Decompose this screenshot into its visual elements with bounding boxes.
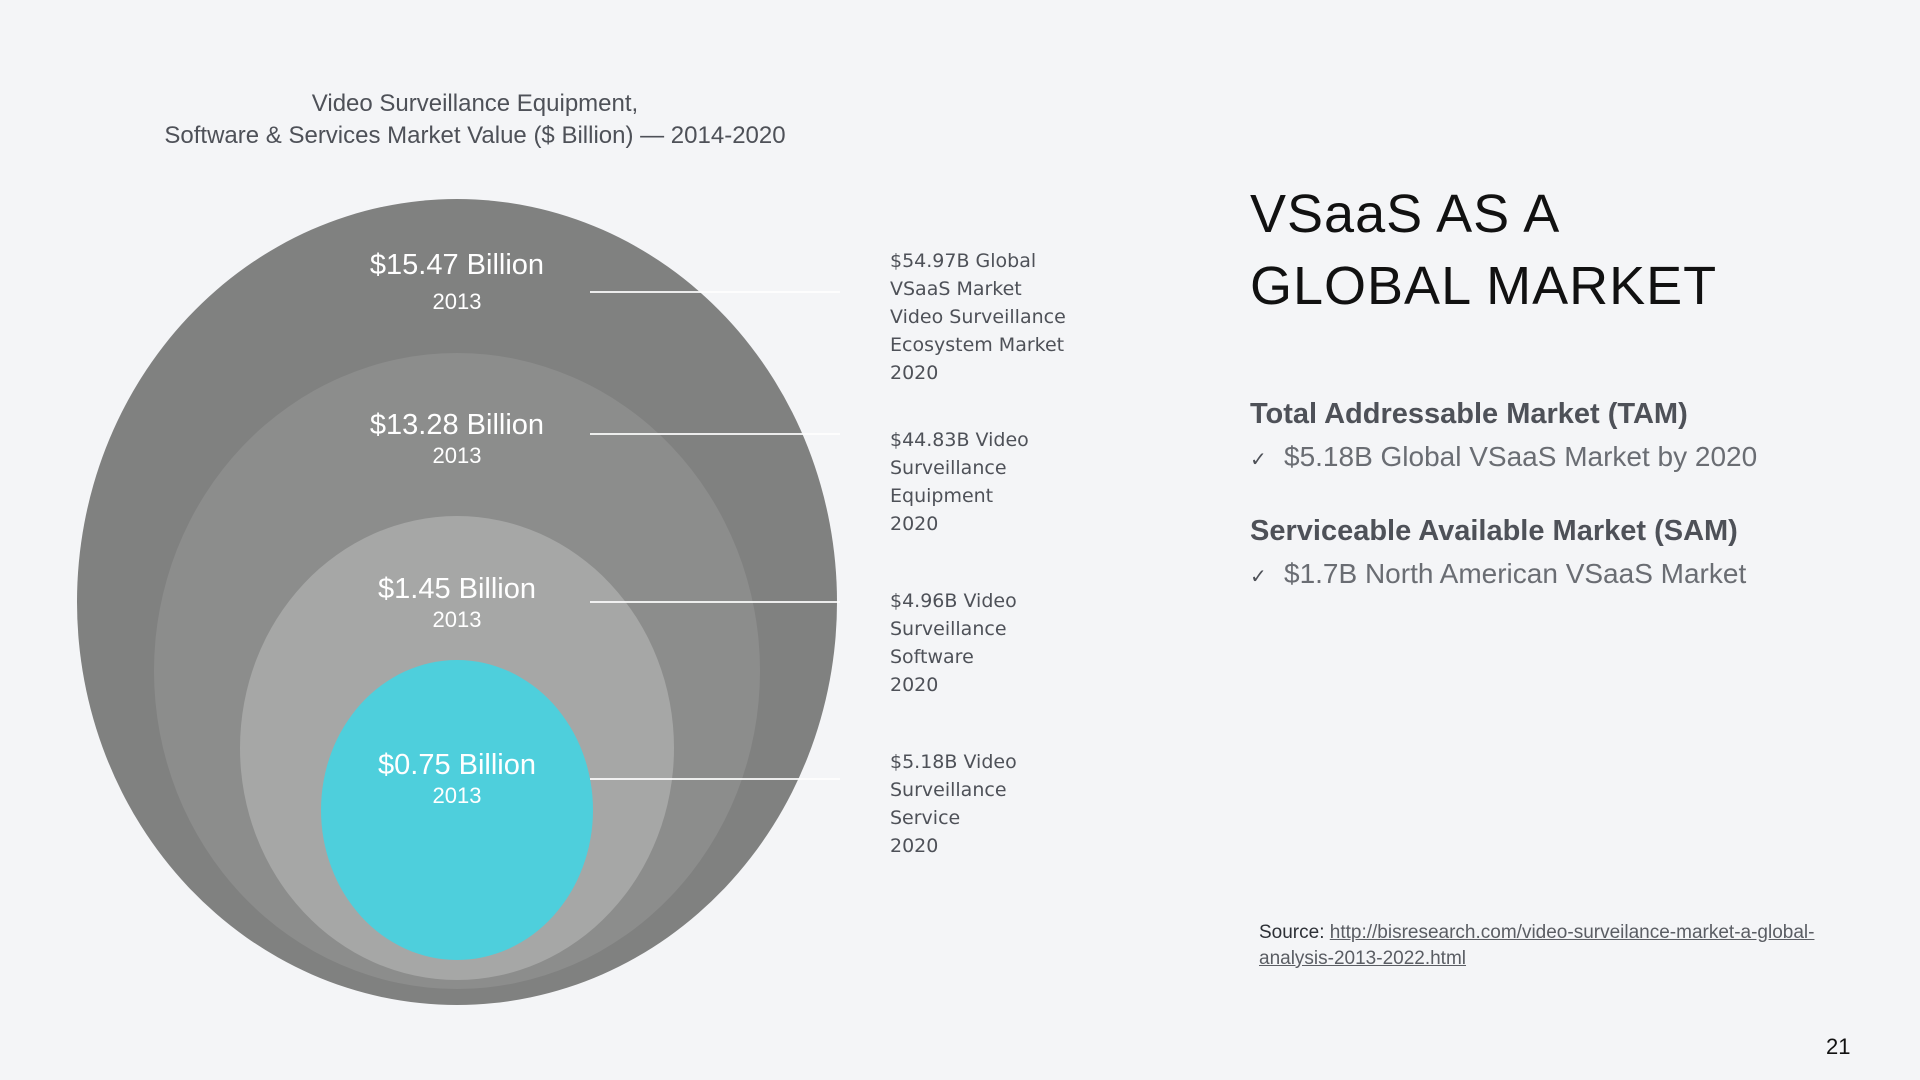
ring-value: $15.47 Billion [369,249,545,281]
ring-label-equipment: $13.28 Billion 2013 [307,408,607,470]
callout-line: Surveillance [890,779,1007,801]
callout-line: Equipment [890,485,994,507]
callout-line: 2020 [890,513,939,535]
callout-line: Surveillance [890,618,1007,640]
callout-line: Surveillance [890,457,1007,479]
chart-title: Video Surveillance Equipment, Software &… [100,88,850,152]
ring-year: 2013 [432,607,482,632]
callout-line: $5.18B Video [890,751,1017,773]
ring-year: 2013 [432,289,482,314]
chart-title-line1: Video Surveillance Equipment, [311,90,639,117]
callout-equipment: $44.83B Video Surveillance Equipment 202… [890,426,1130,538]
ring-label-service: $0.75 Billion 2013 [307,748,607,810]
ring-value: $1.45 Billion [378,573,536,605]
tam-item-text: $5.18B Global VSaaS Market by 2020 [1284,441,1758,472]
callout-line: $4.96B Video [890,590,1017,612]
ring-value: $0.75 Billion [378,749,536,781]
source-url-line2[interactable]: analysis-2013-2022.html [1259,948,1467,969]
tam-item: ✓ $5.18B Global VSaaS Market by 2020 [1250,436,1757,481]
slide-title: VSaaS AS A GLOBAL MARKET [1250,178,1717,322]
ring-value: $13.28 Billion [369,409,545,441]
sam-section: Serviceable Available Market (SAM) ✓ $1.7… [1250,511,1746,598]
callout-line: VSaaS Market [890,278,1022,300]
check-icon: ✓ [1250,449,1267,471]
sam-item: ✓ $1.7B North American VSaaS Market [1250,553,1746,598]
tam-heading: Total Addressable Market (TAM) [1250,398,1688,430]
ring-year: 2013 [432,783,482,808]
source-link[interactable]: http://bisresearch.com/video-surveilance… [1259,922,1814,969]
callout-line: Service [890,807,961,829]
callout-service: $5.18B Video Surveillance Service 2020 [890,748,1130,860]
callout-line: $54.97B Global [890,250,1037,272]
callout-line: Software [890,646,974,668]
callout-software: $4.96B Video Surveillance Software 2020 [890,587,1130,699]
callout-ecosystem: $54.97B Global VSaaS Market Video Survei… [890,247,1130,387]
callout-line: Video Surveillance [890,306,1066,328]
sam-heading: Serviceable Available Market (SAM) [1250,515,1738,547]
callout-line: 2020 [890,362,939,384]
slide-title-line2: GLOBAL MARKET [1250,256,1718,316]
tam-section: Total Addressable Market (TAM) ✓ $5.18B G… [1250,394,1757,481]
chart-title-line2: Software & Services Market Value ($ Bill… [164,122,786,149]
source-label: Source: [1259,922,1325,943]
source-citation: Source: http://bisresearch.com/video-sur… [1259,920,1879,972]
ring-year: 2013 [432,443,482,468]
callout-line: $44.83B Video [890,429,1029,451]
ring-service [321,660,593,960]
sam-item-text: $1.7B North American VSaaS Market [1284,558,1747,589]
source-url-line1[interactable]: http://bisresearch.com/video-surveilance… [1329,922,1815,943]
slide-title-line1: VSaaS AS A [1250,184,1561,244]
callout-line: Ecosystem Market [890,334,1065,356]
check-icon: ✓ [1250,566,1267,588]
callout-line: 2020 [890,674,939,696]
callout-line: 2020 [890,835,939,857]
ring-label-outer: $15.47 Billion 2013 [307,248,607,316]
ring-label-software: $1.45 Billion 2013 [307,572,607,634]
page-number: 21 [1826,1034,1851,1059]
